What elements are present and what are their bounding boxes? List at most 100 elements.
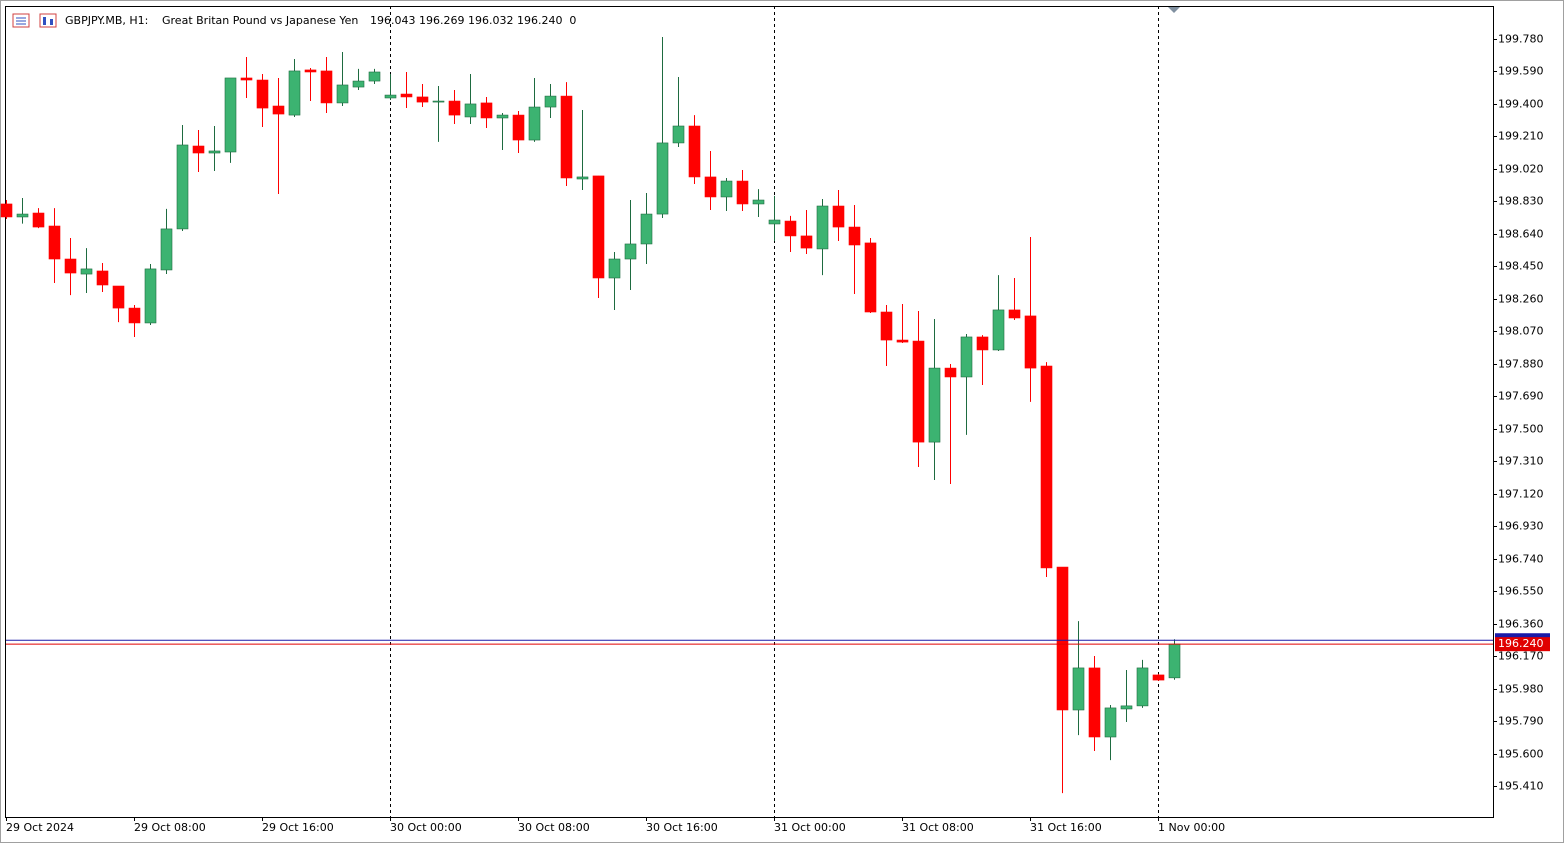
candle-body (80, 268, 93, 275)
y-tick-label: 199.020 (1498, 163, 1544, 176)
candle-body (720, 180, 733, 198)
x-tick-label: 31 Oct 08:00 (902, 821, 974, 834)
candle-body (688, 125, 701, 178)
candle-body (256, 79, 269, 109)
candle-body (288, 70, 301, 116)
candle-body (704, 176, 717, 198)
candle-body (240, 77, 253, 81)
candle-body (928, 367, 941, 443)
y-tick-label: 197.690 (1498, 390, 1544, 403)
candle-body (32, 212, 45, 228)
candle-body (1120, 705, 1133, 710)
candle-body (48, 225, 61, 260)
candle-body (848, 226, 861, 246)
candle-body (480, 102, 493, 119)
candle-body (528, 106, 541, 141)
candle-body (1024, 315, 1037, 369)
candle-body (384, 94, 397, 99)
candle-body (912, 340, 925, 443)
candle-body (176, 144, 189, 230)
shift-marker[interactable] (1168, 7, 1180, 13)
y-tick-label: 197.120 (1498, 488, 1544, 501)
candle-body (608, 258, 621, 279)
header-values: 196.043 196.269 196.032 196.240 0 (370, 14, 576, 27)
candle-body (1136, 667, 1149, 707)
x-tick-label: 29 Oct 2024 (6, 821, 74, 834)
y-tick-label: 198.260 (1498, 293, 1544, 306)
y-tick-label: 196.930 (1498, 520, 1544, 533)
y-tick-label: 198.450 (1498, 260, 1544, 273)
candle-body (640, 213, 653, 245)
candle-body (128, 307, 141, 324)
candle-body (544, 95, 557, 108)
candle-body (768, 219, 781, 225)
candle-body (752, 199, 765, 205)
y-tick-label: 196.360 (1498, 618, 1544, 631)
candle-body (64, 258, 77, 274)
y-tick-label: 199.780 (1498, 33, 1544, 46)
x-tick-label: 31 Oct 16:00 (1030, 821, 1102, 834)
y-tick-label: 195.980 (1498, 683, 1544, 696)
candle-body (784, 220, 797, 237)
y-tick-label: 197.500 (1498, 423, 1544, 436)
candle-body (624, 243, 637, 260)
x-tick-label: 30 Oct 00:00 (390, 821, 462, 834)
y-tick-label: 196.740 (1498, 553, 1544, 566)
toolbar-icons[interactable] (12, 13, 57, 28)
description: Great Britan Pound vs Japanese Yen (162, 14, 358, 27)
y-tick-label: 197.310 (1498, 455, 1544, 468)
bid-label: 196.240 (1498, 637, 1544, 650)
y-tick-label: 199.590 (1498, 65, 1544, 78)
candle-body (672, 125, 685, 144)
y-tick-label: 197.880 (1498, 358, 1544, 371)
candle-body (864, 242, 877, 313)
candle-body (992, 309, 1005, 351)
candle-body (592, 175, 605, 279)
icon-bar (50, 19, 53, 25)
candle-body (448, 100, 461, 116)
candle-body (224, 77, 237, 153)
candle-body (880, 311, 893, 341)
candle-body (336, 84, 349, 104)
candle-body (464, 103, 477, 118)
candle-body (1152, 674, 1165, 681)
y-tick-label: 198.070 (1498, 325, 1544, 338)
candle-body (576, 176, 589, 180)
candle-body (208, 150, 221, 154)
candle-body (1072, 667, 1085, 711)
x-tick-label: 30 Oct 16:00 (646, 821, 718, 834)
candle-body (960, 336, 973, 378)
candle-body (112, 285, 125, 309)
y-tick-label: 195.790 (1498, 715, 1544, 728)
candle-body (368, 71, 381, 82)
candle-body (944, 367, 957, 378)
candle-body (736, 180, 749, 205)
bid-label-box (1495, 637, 1550, 652)
candle-body (1056, 566, 1069, 711)
y-tick-label: 199.400 (1498, 98, 1544, 111)
candle-body (272, 105, 285, 115)
candle-body (1168, 643, 1181, 679)
candle-body (144, 268, 157, 324)
candle-body (800, 235, 813, 249)
y-tick-label: 198.830 (1498, 195, 1544, 208)
candle-body (1008, 309, 1021, 319)
y-tick-label: 196.550 (1498, 585, 1544, 598)
icon-bar (43, 17, 46, 25)
y-tick-label: 195.600 (1498, 748, 1544, 761)
x-tick-label: 1 Nov 00:00 (1158, 821, 1225, 834)
candle-body (1088, 667, 1101, 738)
candle-body (496, 114, 509, 119)
candle-body (656, 142, 669, 215)
candle-body (432, 100, 445, 103)
candle-body (1104, 707, 1117, 738)
candle-body (0, 203, 13, 218)
candle-body (896, 339, 909, 343)
candle-body (16, 213, 29, 218)
x-tick-label: 30 Oct 08:00 (518, 821, 590, 834)
icon-chart[interactable] (39, 13, 57, 28)
candle-body (320, 70, 333, 104)
candle-body (976, 336, 989, 351)
candle-body (416, 96, 429, 103)
